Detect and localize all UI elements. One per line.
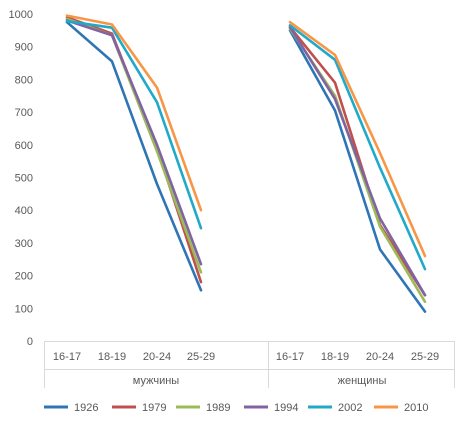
y-axis-ticks: 0 100 200 300 400 500 600 700 800 900 1000 bbox=[9, 9, 33, 348]
series-line-1926 bbox=[288, 29, 427, 313]
legend-label: 1994 bbox=[274, 402, 298, 414]
x-group-label: мужчины bbox=[133, 375, 179, 387]
x-axis: 16-17 18-19 20-24 25-29 мужчины 16-17 18-19 20-… bbox=[44, 341, 455, 388]
series-line-2002 bbox=[288, 24, 427, 271]
y-tick-label: 100 bbox=[15, 303, 33, 315]
y-tick-label: 600 bbox=[15, 140, 33, 152]
y-tick-label: 700 bbox=[15, 107, 33, 119]
legend-label: 2010 bbox=[404, 402, 428, 414]
y-tick-label: 300 bbox=[15, 238, 33, 250]
series-line-1994 bbox=[288, 25, 427, 297]
x-tick-label: 18-19 bbox=[98, 351, 126, 363]
series-line-2010 bbox=[65, 14, 203, 212]
legend: 1926 1979 1989 1994 2002 2010 bbox=[44, 402, 428, 414]
y-tick-label: 0 bbox=[27, 336, 33, 348]
y-tick-label: 200 bbox=[15, 271, 33, 283]
series-line-2010 bbox=[288, 20, 427, 258]
y-tick-label: 500 bbox=[15, 173, 33, 185]
x-tick-label: 16-17 bbox=[276, 351, 304, 363]
y-tick-label: 400 bbox=[15, 205, 33, 217]
series-line-1994 bbox=[65, 19, 203, 266]
legend-label: 1979 bbox=[142, 402, 166, 414]
y-tick-label: 800 bbox=[15, 74, 33, 86]
series-lines bbox=[65, 14, 427, 313]
legend-label: 1989 bbox=[206, 402, 230, 414]
series-line-2002 bbox=[65, 19, 203, 230]
legend-label: 1926 bbox=[74, 402, 98, 414]
legend-label: 2002 bbox=[338, 402, 362, 414]
x-tick-label: 20-24 bbox=[143, 351, 171, 363]
x-group-label: женщины bbox=[338, 375, 387, 387]
series-line-1926 bbox=[65, 20, 203, 292]
y-tick-label: 900 bbox=[15, 42, 33, 54]
x-tick-label: 25-29 bbox=[411, 351, 439, 363]
series-line-1979 bbox=[288, 25, 427, 297]
x-tick-label: 16-17 bbox=[53, 351, 81, 363]
x-tick-label: 20-24 bbox=[366, 351, 394, 363]
x-tick-label: 18-19 bbox=[321, 351, 349, 363]
y-tick-label: 1000 bbox=[9, 9, 33, 21]
x-tick-label: 25-29 bbox=[187, 351, 215, 363]
